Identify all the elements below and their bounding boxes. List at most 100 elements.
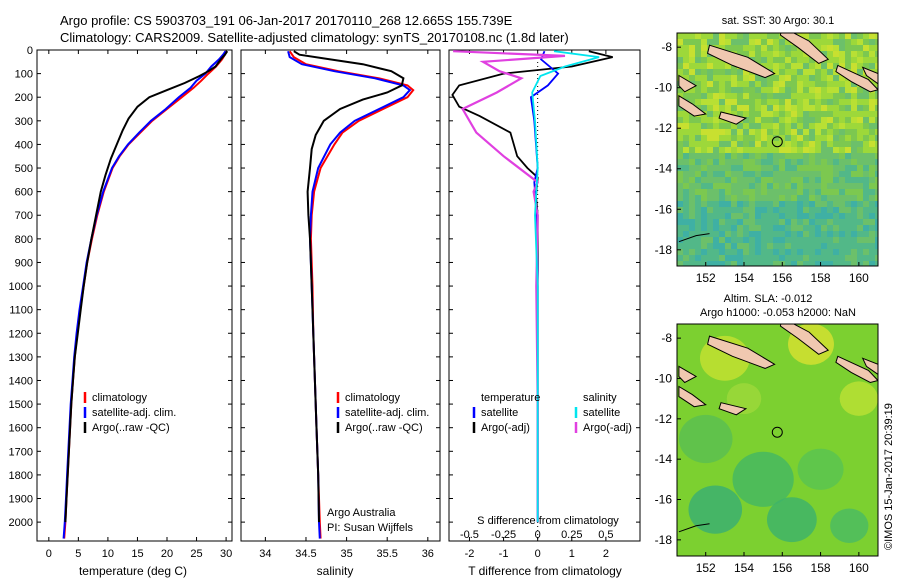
sst-cell [767,207,773,213]
sst-cell [815,93,821,99]
sst-cell [761,81,767,87]
sla-ytick-label: -18 [655,533,673,547]
sst-xtick-label: 156 [772,271,792,285]
sst-cell [815,123,821,129]
temperature-ytick-label: 300 [15,116,33,128]
sst-cell [713,255,719,261]
sst-cell [677,87,683,93]
sst-cell [731,93,737,99]
sst-cell [857,57,863,63]
sst-frame [676,32,879,267]
sst-cell [857,99,863,105]
sst-cell [755,75,761,81]
sst-cell [791,81,797,87]
sst-cell [737,183,743,189]
sst-cell [749,153,755,159]
sst-cell [797,117,803,123]
sst-cell [785,51,791,57]
sst-cell [851,63,857,69]
sst-cell [743,39,749,45]
sst-cell [845,171,851,177]
temperature-ytick-label: 700 [15,210,33,222]
sst-cell [797,213,803,219]
sst-cell [839,189,845,195]
sst-cell [731,213,737,219]
sst-cell [707,147,713,153]
sst-cell [857,261,863,266]
sst-cell [707,141,713,147]
sst-cell [857,255,863,261]
sst-cell [785,45,791,51]
sst-cell [731,195,737,201]
sst-reef-outline [678,233,710,243]
sst-cell [845,189,851,195]
sla-anomaly-blob [839,381,878,416]
sst-cell [695,63,701,69]
sst-cell [803,171,809,177]
sst-land [678,94,707,117]
sst-cell [797,57,803,63]
sst-cell [689,249,695,255]
sst-cell [803,177,809,183]
sst-cell [689,219,695,225]
sst-cell [791,249,797,255]
sst-cell [869,51,875,57]
sst-cell [869,237,875,243]
sst-cell [815,165,821,171]
sst-cell [755,141,761,147]
sst-cell [761,261,767,266]
sst-cell [701,243,707,249]
sst-cell [869,225,875,231]
sst-cell [827,51,833,57]
sst-cell [791,243,797,249]
sst-cell [725,45,731,51]
sst-cell [773,123,779,129]
sst-cell [833,219,839,225]
sst-cell [821,51,827,57]
sst-cell [737,99,743,105]
sla-xtick-label: 160 [849,561,869,575]
sst-cell [875,33,878,39]
sst-cell [683,39,689,45]
sst-cell [713,243,719,249]
sst-cell [803,141,809,147]
sst-cell [767,177,773,183]
sst-cell [731,111,737,117]
sst-cell [851,195,857,201]
sst-cell [725,147,731,153]
sst-cell [797,75,803,81]
sst-cell [731,249,737,255]
sst-cell [749,87,755,93]
sst-cell [809,231,815,237]
temperature-ytick-label: 1800 [9,470,33,482]
sst-cell [767,141,773,147]
sst-cell [749,237,755,243]
sst-cell [695,159,701,165]
sst-cell [749,99,755,105]
sst-cell [689,159,695,165]
sst-cell [731,33,737,39]
sst-cell [863,213,869,219]
sst-cell [809,255,815,261]
sst-cell [695,39,701,45]
sst-cell [839,87,845,93]
sst-cell [851,123,857,129]
difference-xtick-label: -2 [465,548,475,560]
sst-cell [827,129,833,135]
sst-cell [701,147,707,153]
sst-cell [827,165,833,171]
sst-cell [869,255,875,261]
sst-cell [803,189,809,195]
sst-cell [731,231,737,237]
sst-cell [713,171,719,177]
sst-cell [827,141,833,147]
sst-cell [725,93,731,99]
temperature-ytick-label: 1700 [9,446,33,458]
sst-cell [707,63,713,69]
sst-cell [779,129,785,135]
sst-cell [851,189,857,195]
sst-cell [785,75,791,81]
sst-cell [677,117,683,123]
sst-cell [779,183,785,189]
sst-cell [701,171,707,177]
